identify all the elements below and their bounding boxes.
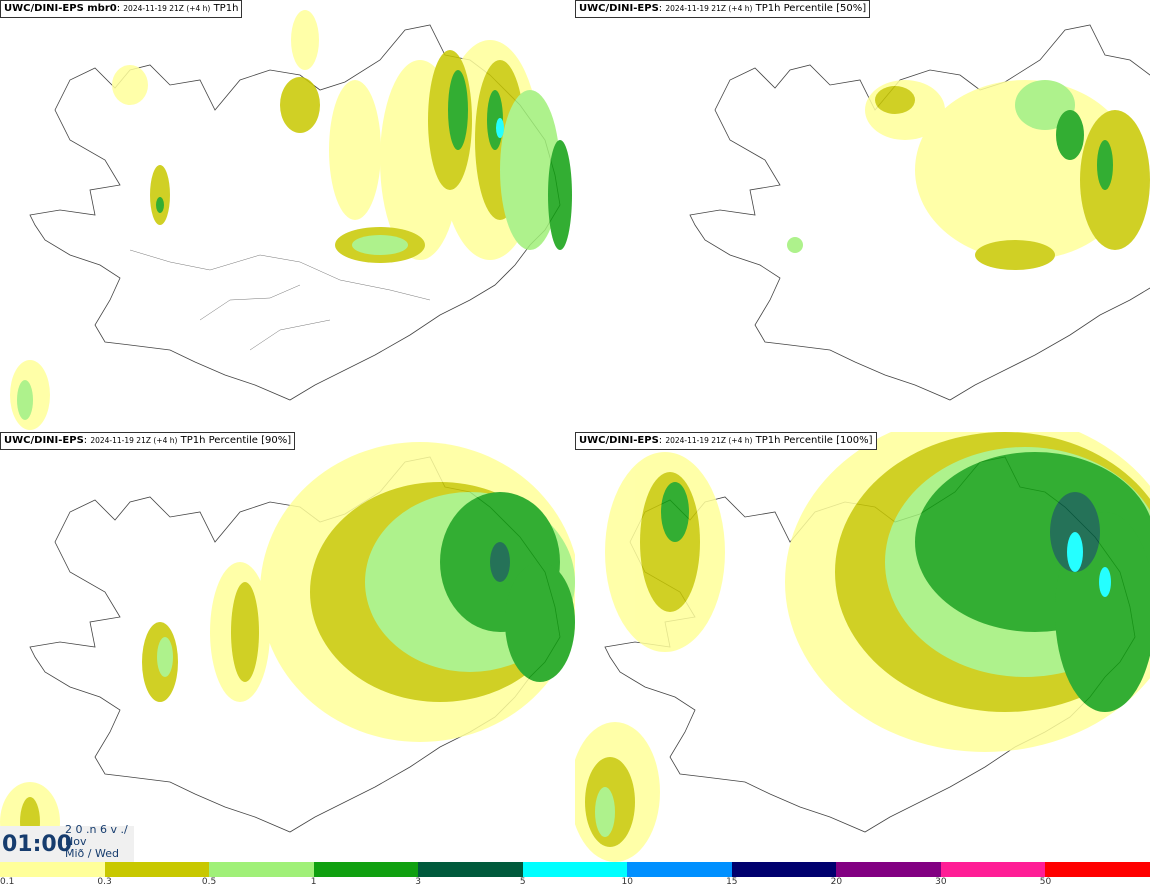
precip-map-p90 xyxy=(0,442,575,862)
panel-title-p50: UWC/DINI-EPS: 2024-11-19 21Z (+4 h) TP1h… xyxy=(575,0,871,18)
colorbar-label: 0.5 xyxy=(201,877,217,887)
panel-model: UWC/DINI-EPS xyxy=(4,435,84,446)
precip-map-p50 xyxy=(689,24,1150,401)
colorbar-segment xyxy=(836,862,941,877)
colorbar-segment xyxy=(209,862,314,877)
valid-date: 2 0 .n 6 v ./ Nov Mið / Wed xyxy=(65,824,128,860)
panel-run: 2024-11-19 21Z (+4 h) xyxy=(665,4,753,13)
colorbar-label: 10 xyxy=(621,877,633,887)
map-panel-mbr0: UWC/DINI-EPS mbr0: 2024-11-19 21Z (+4 h)… xyxy=(0,0,575,430)
colorbar-label: 30 xyxy=(935,877,947,887)
panel-field: TP1h Percentile [50%] xyxy=(755,3,867,14)
colorbar-label: 0.3 xyxy=(97,877,112,887)
map-panel-p50: UWC/DINI-EPS: 2024-11-19 21Z (+4 h) TP1h… xyxy=(575,0,1150,430)
iceland-coastline xyxy=(689,24,1150,401)
colorbar-labels: 0.1 0.3 0.5 1 3 5 10 15 20 30 50 xyxy=(0,877,1150,891)
colorbar-segment xyxy=(1045,862,1150,877)
colorbar-segment xyxy=(104,862,210,877)
precip-colorbar xyxy=(0,862,1150,877)
precip-map-p100 xyxy=(575,432,1150,862)
panel-model: UWC/DINI-EPS xyxy=(579,3,659,14)
colorbar-segment xyxy=(627,862,732,877)
map-panel-p90: UWC/DINI-EPS: 2024-11-19 21Z (+4 h) TP1h… xyxy=(0,432,575,862)
panel-title-p100: UWC/DINI-EPS: 2024-11-19 21Z (+4 h) TP1h… xyxy=(575,432,877,450)
valid-date-line2: Nov xyxy=(65,835,87,848)
colorbar-label: 1 xyxy=(310,877,317,887)
map-panel-p100: UWC/DINI-EPS: 2024-11-19 21Z (+4 h) TP1h… xyxy=(575,432,1150,862)
valid-date-line1: 2 0 .n 6 v ./ xyxy=(65,823,128,836)
colorbar-label: 15 xyxy=(726,877,738,887)
panel-run: 2024-11-19 21Z (+4 h) xyxy=(90,436,178,445)
colorbar-label: 50 xyxy=(1039,877,1052,887)
panel-model: UWC/DINI-EPS mbr0 xyxy=(4,3,117,14)
panel-run: 2024-11-19 21Z (+4 h) xyxy=(665,436,753,445)
valid-time: 01:00 xyxy=(2,832,73,857)
panel-title-mbr0: UWC/DINI-EPS mbr0: 2024-11-19 21Z (+4 h)… xyxy=(0,0,243,18)
panel-model: UWC/DINI-EPS xyxy=(579,435,659,446)
colorbar-label: 20 xyxy=(830,877,843,887)
colorbar-segment xyxy=(940,862,1046,877)
colorbar-segment xyxy=(418,862,523,877)
colorbar-segment xyxy=(731,862,837,877)
colorbar-label: 0.1 xyxy=(0,877,15,887)
colorbar-segment xyxy=(313,862,419,877)
valid-date-line3: Mið / Wed xyxy=(65,847,119,860)
panel-field: TP1h Percentile [90%] xyxy=(180,435,292,446)
colorbar-segment xyxy=(0,862,105,877)
panel-run: 2024-11-19 21Z (+4 h) xyxy=(123,4,211,13)
panel-field: TP1h xyxy=(213,3,239,14)
colorbar-label: 5 xyxy=(519,877,526,887)
valid-time-box: 01:00 2 0 .n 6 v ./ Nov Mið / Wed xyxy=(0,824,134,862)
panel-field: TP1h Percentile [100%] xyxy=(755,435,873,446)
precip-map-mbr0 xyxy=(10,10,572,430)
colorbar-label: 3 xyxy=(415,877,422,887)
panel-title-p90: UWC/DINI-EPS: 2024-11-19 21Z (+4 h) TP1h… xyxy=(0,432,296,450)
colorbar-segment xyxy=(522,862,628,877)
